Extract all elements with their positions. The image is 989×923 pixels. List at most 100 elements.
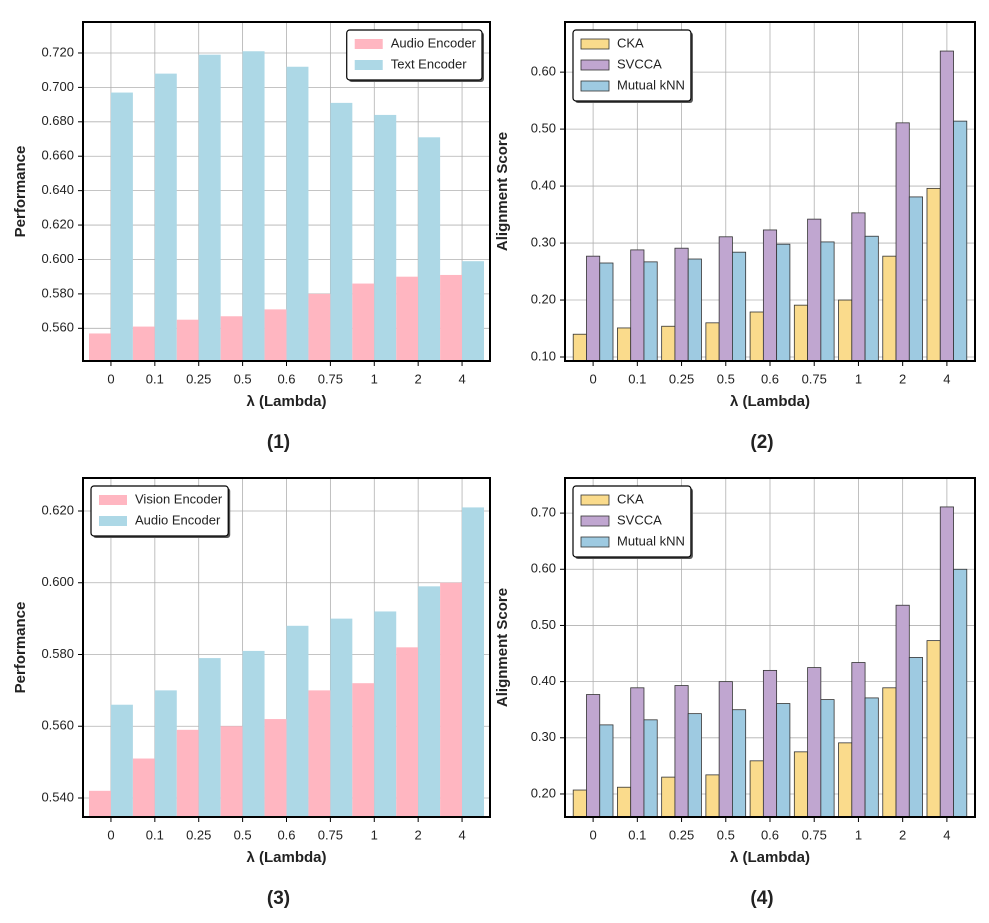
y-tick-label: 0.20 — [531, 291, 556, 306]
bar — [198, 54, 221, 361]
legend-swatch — [99, 516, 127, 526]
bar — [396, 276, 419, 361]
legend: CKA SVCCA Mutual kNN — [572, 485, 693, 559]
caption: (1) — [267, 432, 290, 453]
legend: Audio Encoder Text Encoder — [346, 29, 484, 82]
bar — [864, 235, 879, 362]
x-tick-label: 0.5 — [234, 827, 252, 842]
y-tick-label: 0.60 — [531, 64, 556, 79]
x-tick-label: 0.5 — [717, 371, 735, 386]
y-axis-label: Alignment Score — [494, 588, 511, 707]
x-tick-label: 0.75 — [318, 371, 343, 386]
legend-swatch — [580, 536, 610, 548]
bar — [953, 120, 968, 362]
x-tick-label: 0.1 — [146, 827, 164, 842]
bar — [705, 322, 720, 362]
legend-label: Vision Encoder — [135, 491, 223, 506]
legend-label: Mutual kNN — [617, 533, 685, 548]
bar — [718, 236, 733, 362]
caption: (4) — [750, 888, 773, 909]
bar — [705, 774, 720, 818]
legend-label: CKA — [617, 35, 644, 50]
bar — [674, 685, 689, 818]
x-tick-label: 0.6 — [277, 371, 295, 386]
plot-frame — [82, 21, 491, 362]
x-axis-label: λ (Lambda) — [730, 849, 810, 866]
y-tick-label: 0.700 — [41, 79, 74, 94]
x-tick-label: 0.75 — [802, 827, 827, 842]
y-tick-label: 0.70 — [531, 505, 556, 520]
bar — [882, 255, 897, 362]
bar — [110, 92, 133, 362]
bar — [926, 187, 941, 362]
bar — [242, 51, 265, 361]
bar — [807, 667, 822, 818]
x-tick-label: 0 — [589, 827, 596, 842]
bar — [89, 790, 111, 817]
bar — [661, 776, 676, 818]
bar — [807, 218, 822, 362]
legend-swatch — [580, 38, 610, 50]
legend-label: Audio Encoder — [391, 35, 477, 50]
bar — [793, 751, 808, 818]
x-tick-label: 4 — [943, 827, 950, 842]
bar — [330, 102, 353, 361]
plot-frame — [564, 477, 976, 818]
x-tick-label: 0.25 — [186, 827, 211, 842]
y-tick-label: 0.560 — [41, 718, 74, 733]
bar — [838, 742, 853, 818]
y-tick-label: 0.60 — [531, 561, 556, 576]
y-axis-label: Alignment Score — [494, 132, 511, 251]
x-tick-label: 0.75 — [802, 371, 827, 386]
x-tick-label: 1 — [855, 371, 862, 386]
y-tick-label: 0.600 — [41, 574, 74, 589]
y-tick-label: 0.30 — [531, 729, 556, 744]
bar — [687, 713, 702, 818]
y-tick-label: 0.20 — [531, 785, 556, 800]
bar — [242, 650, 265, 817]
legend-swatch — [580, 515, 610, 527]
bar — [643, 261, 658, 362]
bar — [643, 719, 658, 818]
x-tick-label: 0.5 — [717, 827, 735, 842]
bar — [418, 586, 441, 817]
legend-swatch — [580, 494, 610, 506]
bar — [749, 760, 764, 818]
x-tick-label: 0 — [589, 371, 596, 386]
x-tick-label: 2 — [415, 371, 422, 386]
bar — [776, 703, 791, 818]
x-axis-label: λ (Lambda) — [246, 393, 326, 410]
bar — [793, 304, 808, 362]
bar — [599, 262, 614, 362]
bar — [864, 697, 879, 818]
legend-label: Text Encoder — [391, 56, 468, 71]
bar — [687, 258, 702, 362]
y-axis-label: Performance — [12, 602, 29, 694]
legend-swatch — [580, 59, 610, 71]
bar — [132, 326, 155, 361]
bar — [674, 247, 689, 362]
bar — [953, 568, 968, 818]
bar — [762, 229, 778, 362]
legend-swatch — [580, 80, 610, 92]
bar — [110, 704, 133, 817]
bar — [264, 719, 287, 817]
x-tick-label: 0.6 — [761, 371, 779, 386]
y-tick-label: 0.640 — [41, 182, 74, 197]
bar — [630, 687, 645, 818]
bar — [586, 255, 601, 362]
bar — [630, 249, 645, 362]
y-tick-label: 0.720 — [41, 44, 74, 59]
bar — [308, 690, 331, 817]
x-tick-label: 1 — [371, 371, 378, 386]
bar — [776, 243, 791, 362]
bar — [374, 611, 397, 817]
y-tick-label: 0.30 — [531, 234, 556, 249]
bar — [440, 582, 463, 817]
bar — [762, 669, 778, 818]
bar — [176, 729, 199, 817]
bar — [396, 647, 419, 817]
bar — [154, 690, 177, 817]
bar — [462, 507, 484, 817]
bar — [820, 699, 835, 818]
